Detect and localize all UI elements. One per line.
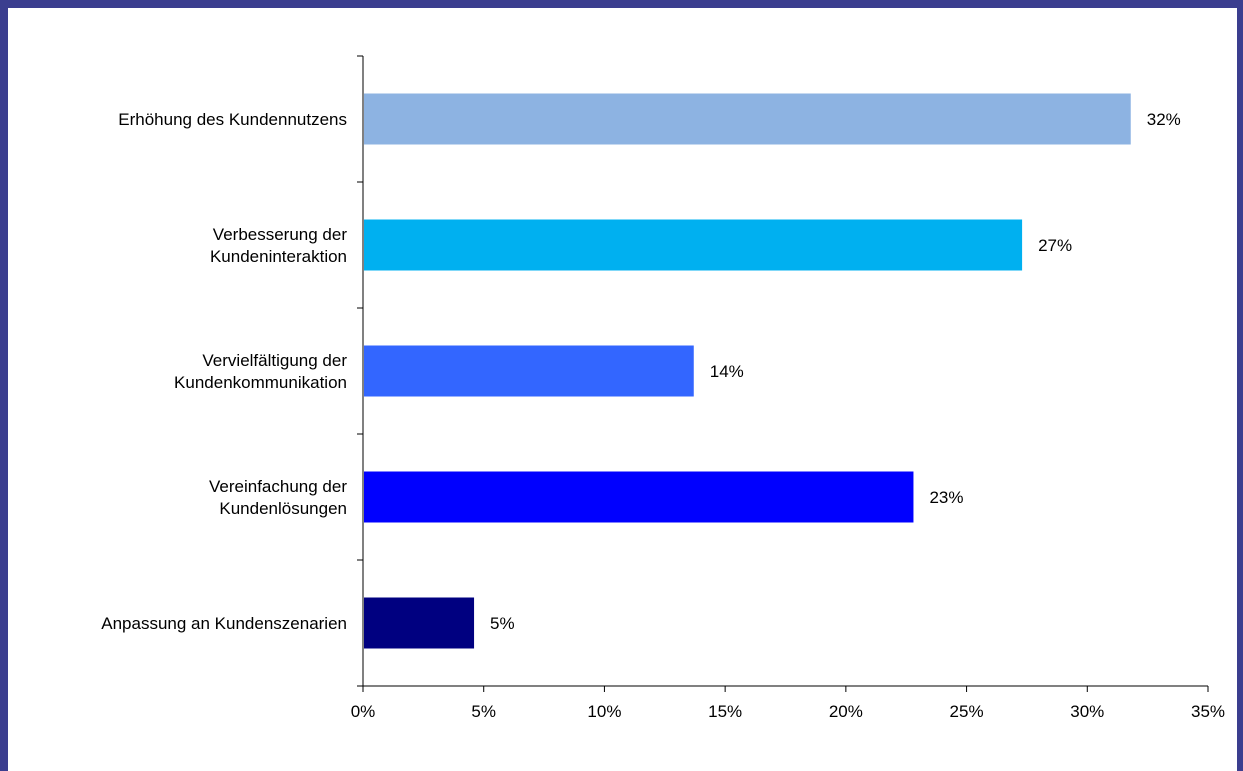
axes: 0% 5% 10% 15% 20% 25% 30% 35% [351,55,1225,721]
bar [364,345,694,397]
bars [364,93,1131,649]
data-label: 23% [929,488,963,507]
bar [364,219,1023,271]
category-label: Kundenlösungen [219,499,347,518]
data-label: 32% [1147,110,1181,129]
category-label: Vervielfältigung der [202,351,347,370]
bar [364,93,1131,145]
labels: 32% Erhöhung des Kundennutzens 27% Verbesse… [101,110,1181,633]
category-label: Vereinfachung der [209,477,347,496]
x-tick-label: 35% [1191,702,1225,721]
x-tick-label: 0% [351,702,376,721]
category-label: Kundenkommunikation [174,373,347,392]
bar [364,597,475,649]
x-tick-label: 15% [708,702,742,721]
x-tick-label: 10% [587,702,621,721]
x-tick-label: 20% [829,702,863,721]
data-label: 14% [710,362,744,381]
data-label: 27% [1038,236,1072,255]
x-tick-label: 30% [1070,702,1104,721]
category-label: Erhöhung des Kundennutzens [118,110,347,129]
category-label: Verbesserung der [213,225,348,244]
category-label: Kundeninteraktion [210,247,347,266]
bar [364,471,914,523]
x-tick-label: 25% [950,702,984,721]
data-label: 5% [490,614,515,633]
category-label: Anpassung an Kundenszenarien [101,614,347,633]
x-tick-label: 5% [471,702,496,721]
